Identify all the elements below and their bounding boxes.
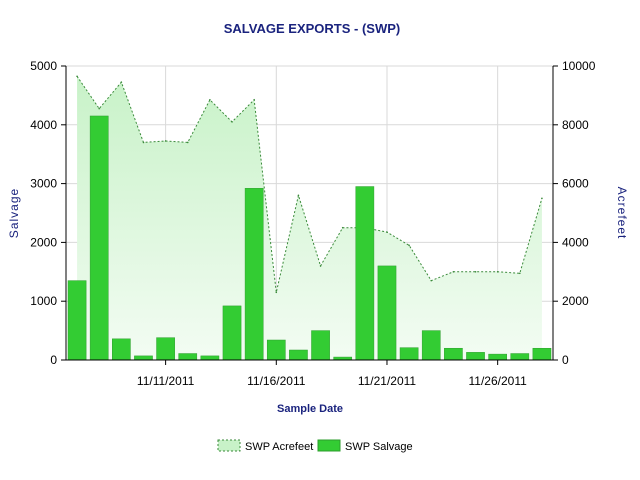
acrefeet-point — [496, 271, 499, 273]
acrefeet-point — [164, 140, 167, 142]
left-y-tick-label: 2000 — [30, 235, 57, 249]
acrefeet-point — [209, 99, 211, 101]
acrefeet-point — [142, 141, 145, 144]
salvage-bar — [466, 352, 485, 361]
salvage-bar — [377, 265, 397, 361]
right-y-tick-label: 0 — [562, 353, 569, 367]
right-y-axis-title: Acrefeet — [615, 187, 629, 240]
salvage-bar — [178, 353, 198, 361]
salvage-bar — [355, 186, 375, 361]
acrefeet-point — [430, 279, 433, 282]
acrefeet-point — [541, 197, 543, 200]
salvage-bar — [510, 353, 530, 361]
left-y-tick-label: 0 — [50, 353, 57, 367]
salvage-bar — [488, 353, 507, 361]
left-y-tick-label: 1000 — [30, 294, 57, 308]
left-y-axis-title: Salvage — [7, 188, 21, 238]
acrefeet-point — [408, 244, 410, 247]
acrefeet-point — [76, 75, 78, 78]
chart-title: SALVAGE EXPORTS - (SWP) — [224, 21, 400, 36]
salvage-bar — [532, 347, 552, 361]
right-y-tick-label: 6000 — [562, 177, 589, 191]
right-y-tick-label: 8000 — [562, 118, 589, 132]
salvage-bar — [134, 355, 153, 361]
x-tick-label: 11/16/2011 — [247, 374, 306, 388]
axes — [61, 65, 558, 365]
salvage-bar — [421, 330, 441, 361]
acrefeet-area — [77, 76, 542, 360]
acrefeet-point — [452, 271, 455, 273]
salvage-bar — [399, 347, 419, 361]
legend-label-acrefeet: SWP Acrefeet — [245, 441, 313, 453]
salvage-bar — [444, 347, 463, 361]
salvage-bar-layer — [67, 115, 552, 361]
left-y-tick-label: 5000 — [30, 59, 57, 73]
legend-label-salvage: SWP Salvage — [345, 441, 413, 453]
acrefeet-point — [186, 141, 189, 144]
salvage-bar — [266, 339, 286, 361]
salvage-bar — [289, 349, 308, 361]
acrefeet-point — [319, 265, 322, 267]
x-tick-label: 11/21/2011 — [358, 374, 417, 388]
salvage-bar — [222, 305, 242, 361]
acrefeet-point — [120, 81, 123, 83]
acrefeet-point — [98, 107, 101, 110]
acrefeet-area-layer — [76, 75, 543, 360]
right-y-tick-label: 10000 — [562, 59, 596, 73]
acrefeet-point — [386, 231, 388, 233]
salvage-bar — [67, 280, 87, 361]
right-y-tick-labels: 0 2000 4000 6000 8000 10000 — [562, 59, 596, 367]
salvage-bar — [200, 355, 220, 361]
acrefeet-line — [76, 76, 543, 293]
x-tick-labels: 11/11/2011 11/16/2011 11/21/2011 11/26/2011 — [137, 374, 527, 388]
x-axis-title: Sample Date — [277, 403, 343, 415]
legend-swatch-acrefeet — [217, 439, 241, 452]
x-tick-label: 11/11/2011 — [137, 374, 195, 388]
salvage-bar — [311, 330, 330, 361]
left-y-tick-labels: 0 1000 2000 3000 4000 5000 — [30, 59, 57, 367]
left-y-tick-label: 4000 — [30, 118, 57, 132]
right-y-tick-label: 2000 — [562, 294, 589, 308]
left-y-tick-label: 3000 — [30, 177, 57, 191]
salvage-bar — [244, 188, 264, 361]
salvage-bar — [112, 338, 131, 361]
acrefeet-point — [518, 272, 521, 275]
acrefeet-point — [474, 271, 477, 273]
acrefeet-point — [341, 226, 344, 229]
legend-swatch-salvage — [317, 439, 341, 452]
salvage-bar — [156, 337, 175, 361]
acrefeet-point — [253, 99, 255, 101]
x-tick-label: 11/26/2011 — [469, 374, 528, 388]
legend: SWP Acrefeet SWP Salvage — [217, 439, 413, 453]
salvage-bar — [89, 115, 109, 361]
right-y-tick-label: 4000 — [562, 235, 589, 249]
acrefeet-point — [231, 121, 233, 123]
acrefeet-point — [297, 194, 300, 197]
acrefeet-point — [275, 291, 278, 294]
